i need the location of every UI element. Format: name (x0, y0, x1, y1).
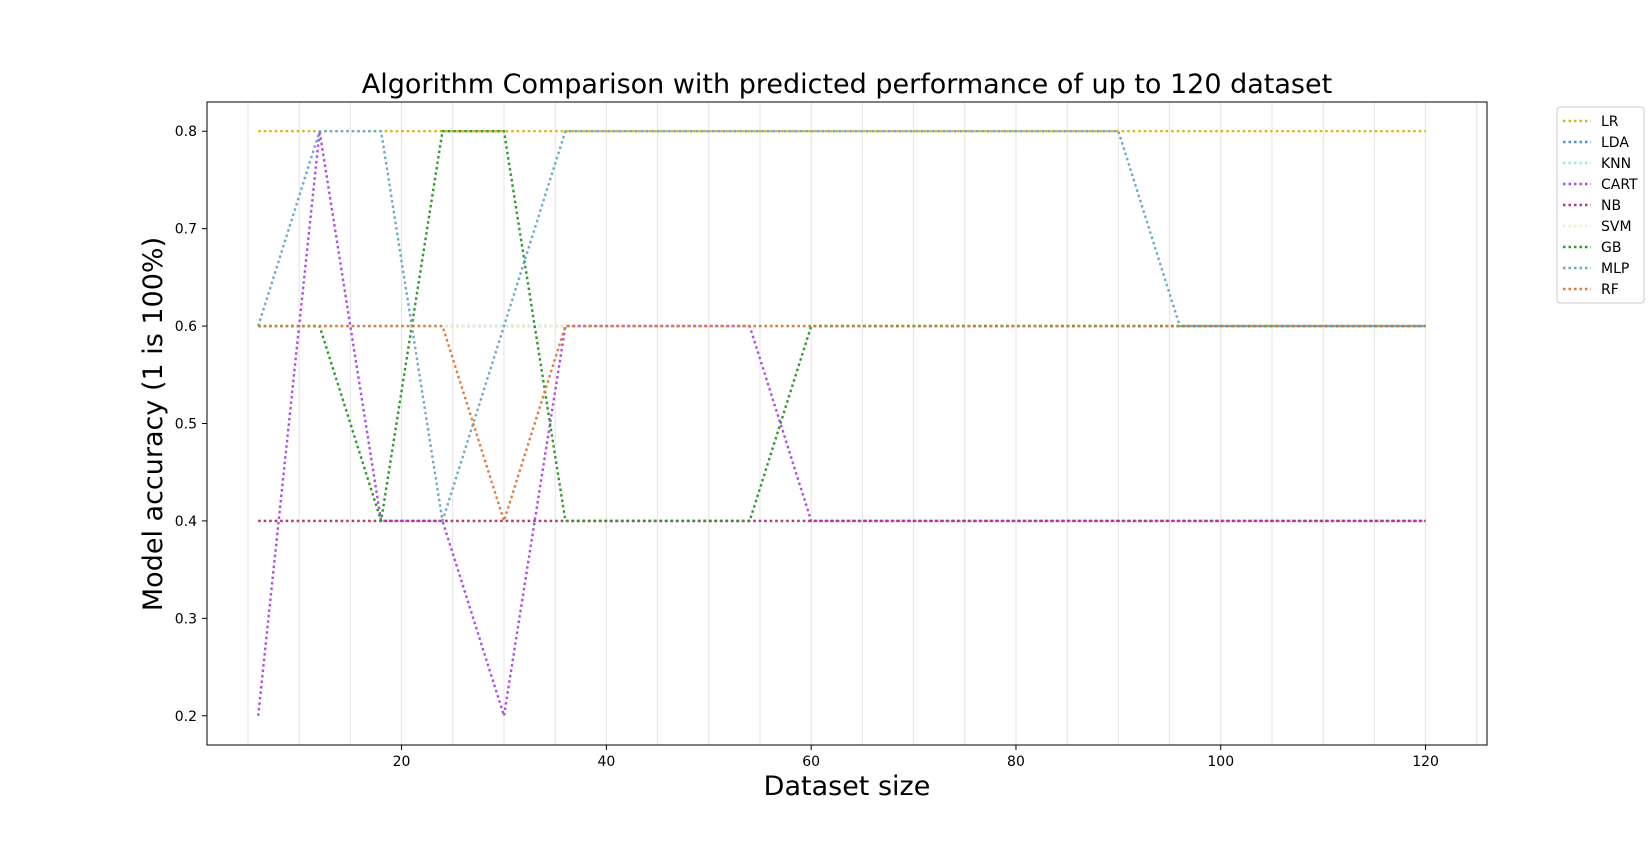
legend-frame (1556, 106, 1645, 304)
y-tick-label: 0.8 (175, 124, 197, 140)
grid-layer (247, 102, 1478, 745)
legend-label-mlp: MLP (1601, 261, 1629, 277)
y-tick-label: 0.7 (175, 222, 197, 238)
y-tick-label: 0.3 (175, 611, 197, 627)
y-tick-label: 0.2 (175, 709, 197, 725)
legend-label-lr: LR (1601, 114, 1619, 130)
series-line-mlp (257, 129, 1426, 523)
x-axis-label: Dataset size (764, 771, 931, 802)
x-tick-label: 40 (597, 754, 615, 770)
y-axis-label: Model accuracy (1 is 100%) (138, 237, 169, 611)
legend-label-cart: CART (1601, 177, 1638, 193)
series-line-cart (257, 129, 1426, 717)
y-tick-label: 0.5 (175, 417, 197, 433)
legend-label-rf: RF (1601, 282, 1619, 298)
x-tick-label: 120 (1412, 754, 1439, 770)
legend-label-nb: NB (1601, 198, 1621, 214)
chart-title: Algorithm Comparison with predicted perf… (362, 69, 1332, 100)
x-tick-label: 60 (802, 754, 820, 770)
y-tick-label: 0.6 (175, 319, 197, 335)
x-axis-ticks: 20 40 60 80 100 120 (393, 745, 1439, 770)
x-tick-label: 80 (1007, 754, 1025, 770)
legend-label-svm: SVM (1601, 219, 1632, 235)
plot-frame (206, 101, 1488, 746)
series-line-rf (258, 324, 1426, 523)
x-tick-label: 20 (393, 754, 411, 770)
legend-label-lda: LDA (1601, 135, 1629, 151)
legend: LR LDA KNN CART NB SVM GB MLP RF (1556, 106, 1645, 304)
series-lines (257, 129, 1426, 717)
x-tick-label: 100 (1207, 754, 1234, 770)
y-tick-label: 0.4 (175, 514, 197, 530)
legend-label-knn: KNN (1601, 156, 1631, 172)
legend-label-gb: GB (1601, 240, 1621, 256)
y-axis-ticks: 0.2 0.3 0.4 0.5 0.6 0.7 0.8 (175, 124, 207, 725)
